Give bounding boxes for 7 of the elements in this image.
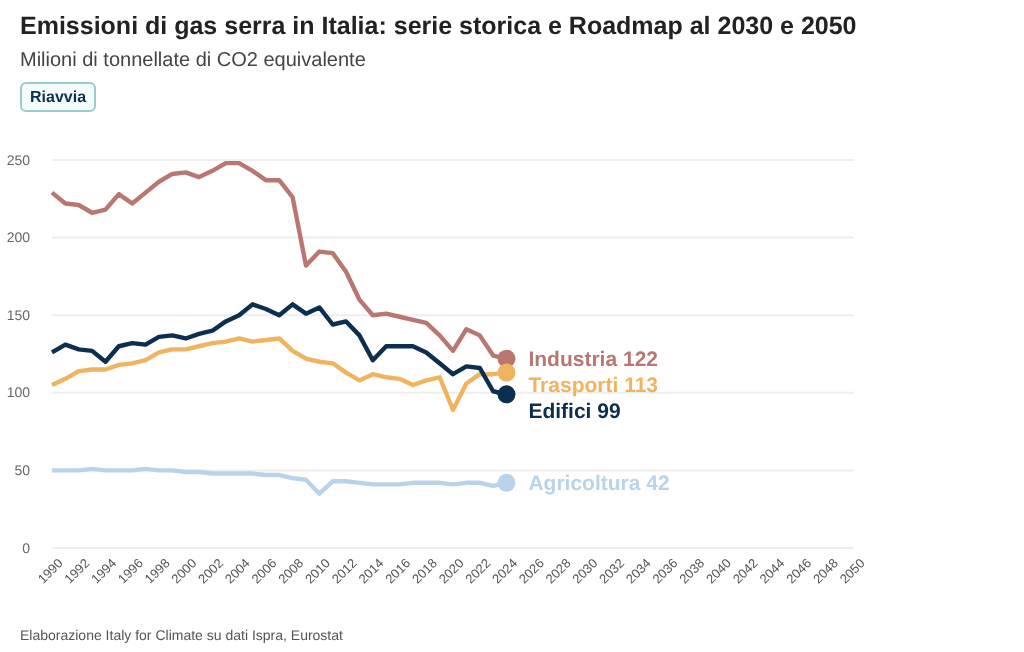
chart-subtitle: Milioni di tonnellate di CO2 equivalente xyxy=(20,50,367,72)
text: Industria 122 xyxy=(528,348,659,373)
chart-title: Emissioni di gas serra in Italia: serie storica e Roadmap al 2030 e 2050 xyxy=(20,12,857,40)
text: Edifici 99 xyxy=(528,400,621,425)
text: Agricoltura 42 xyxy=(528,472,670,497)
text: Trasporti 113 xyxy=(528,374,659,399)
reset-button: Riavvia xyxy=(20,82,97,112)
